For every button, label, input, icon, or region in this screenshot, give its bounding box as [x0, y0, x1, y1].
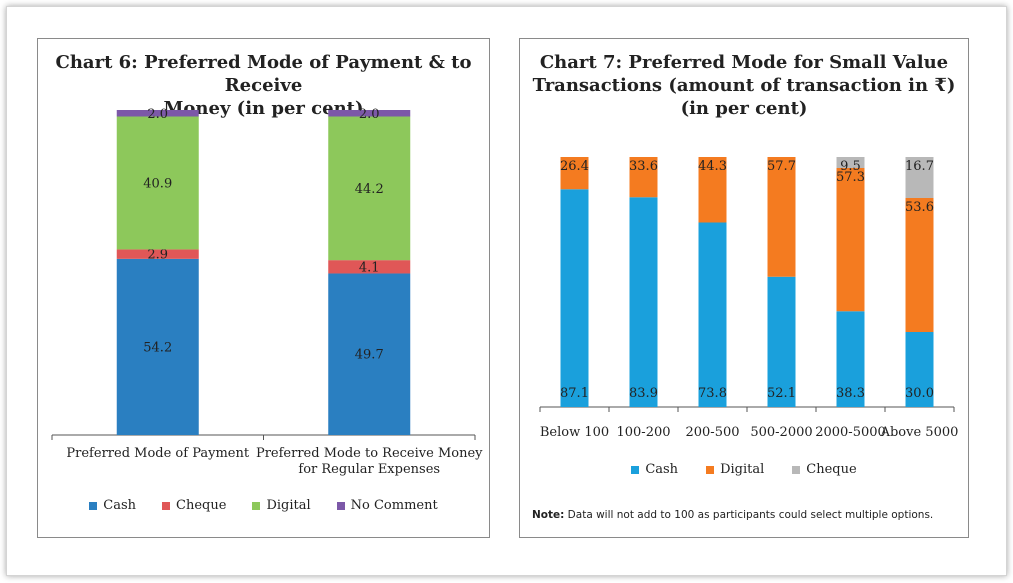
chart7-label-cheque-5: 9.5 — [840, 159, 861, 174]
chart7-label-digital-5: 57.3 — [836, 170, 865, 185]
chart7-bar-digital-3 — [698, 157, 727, 223]
chart6-legend-swatch-cheque — [162, 501, 171, 510]
chart6-bar-no-comment-1 — [116, 110, 199, 117]
chart6-category-label-2: for Regular Expenses — [298, 462, 440, 477]
chart7-label-cash-6: 30.0 — [905, 386, 934, 401]
chart7-legend-text-digital: Digital — [720, 462, 765, 477]
chart7-category-label-1: Below 100 — [540, 425, 609, 440]
chart6-panel: Chart 6: Preferred Mode of Payment & to … — [37, 38, 490, 538]
chart6-legend-text-cash: Cash — [103, 498, 137, 513]
chart6-category-label-2: Preferred Mode to Receive Money — [256, 446, 483, 461]
chart7-label-cheque-6: 16.7 — [905, 159, 934, 174]
chart6-bar-cheque-1 — [116, 249, 199, 259]
chart7-label-cash-5: 38.3 — [836, 386, 865, 401]
chart6-label-cash-1: 54.2 — [143, 340, 172, 355]
chart6-legend-text-cheque: Cheque — [176, 498, 227, 513]
chart7-legend-cheque: Cheque — [792, 462, 857, 477]
chart7-bar-digital-6 — [905, 198, 934, 332]
chart6-legend-cash: Cash — [89, 498, 136, 513]
chart6-legend-digital: Digital — [252, 498, 311, 513]
chart7-legend: Cash Digital Cheque — [520, 462, 968, 477]
chart7-label-digital-2: 33.6 — [629, 159, 658, 174]
chart7-label-digital-3: 44.3 — [698, 159, 727, 174]
chart7-category-label-5: 2000-5000 — [815, 425, 886, 440]
chart7-legend-cash: Cash — [631, 462, 678, 477]
chart6-legend-swatch-cash — [89, 501, 98, 510]
chart6-bar-digital-2 — [328, 116, 411, 261]
chart7-category-label-2: 100-200 — [616, 425, 670, 440]
chart6-legend-no-comment: No Comment — [336, 498, 438, 513]
chart7-category-label-4: 500-2000 — [750, 425, 812, 440]
chart6-title: Chart 6: Preferred Mode of Payment & to … — [38, 51, 489, 120]
chart7-bar-cash-3 — [698, 222, 727, 407]
chart7-bar-digital-2 — [629, 157, 658, 198]
chart7-title-line1: Chart 7: Preferred Mode for Small Value — [539, 52, 949, 73]
chart6-category-label-1: Preferred Mode of Payment — [66, 446, 249, 461]
chart7-legend-swatch-cheque — [792, 465, 801, 474]
chart6-plot: 54.2 2.9 40.9 2.0 Preferred Mode of Payment 4… — [51, 107, 483, 477]
chart7-bar-cash-4 — [767, 276, 796, 407]
chart7-bar-digital-1 — [560, 157, 589, 190]
chart6-legend-cheque: Cheque — [162, 498, 226, 513]
chart7-label-digital-6: 53.6 — [905, 200, 934, 215]
chart7-label-digital-1: 26.4 — [560, 159, 589, 174]
chart7-label-digital-4: 57.7 — [767, 159, 796, 174]
chart7-label-cash-1: 87.1 — [560, 386, 589, 401]
chart7-bar-digital-4 — [767, 157, 796, 277]
chart7-legend-text-cash: Cash — [645, 462, 679, 477]
chart7-label-cash-2: 83.9 — [629, 386, 658, 401]
note-label: Note: — [532, 509, 565, 521]
chart7-category-label-3: 200-500 — [685, 425, 739, 440]
chart7-legend-swatch-cash — [631, 465, 640, 474]
chart7-legend-text-cheque: Cheque — [806, 462, 857, 477]
chart7-bar-cash-5 — [836, 311, 865, 407]
chart7-note: Note: Data will not add to 100 as partic… — [532, 509, 933, 521]
chart7-title: Chart 7: Preferred Mode for Small Value … — [520, 51, 968, 120]
chart6-legend-swatch-no-comment — [336, 501, 345, 510]
chart6-legend-text-no-comment: No Comment — [350, 498, 438, 513]
chart6-legend-swatch-digital — [252, 501, 261, 510]
chart7-label-cash-4: 52.1 — [767, 386, 796, 401]
chart6-bar-cheque-2 — [328, 260, 411, 274]
chart6-bar-digital-1 — [116, 116, 199, 250]
chart6-bar-no-comment-2 — [328, 110, 411, 117]
chart7-bar-cash-2 — [629, 197, 658, 407]
chart6-label-digital-1: 40.9 — [143, 176, 172, 191]
chart6-label-digital-2: 44.2 — [355, 182, 384, 197]
note-text: Data will not add to 100 as participants… — [564, 509, 934, 521]
chart6-legend: Cash Cheque Digital No Comment — [38, 498, 489, 513]
chart7-bar-cheque-6 — [905, 157, 934, 198]
chart7-legend-digital: Digital — [706, 462, 764, 477]
chart6-title-line1: Chart 6: Preferred Mode of Payment & to … — [55, 52, 472, 96]
chart6-label-cash-2: 49.7 — [355, 348, 384, 363]
chart7-title-line3: (in per cent) — [680, 98, 808, 119]
chart6-legend-text-digital: Digital — [266, 498, 311, 513]
chart6-label-no-comment-2: 2.0 — [359, 107, 380, 122]
chart6-label-no-comment-1: 2.0 — [147, 107, 168, 122]
chart7-bar-cash-1 — [560, 189, 589, 407]
chart7-legend-swatch-digital — [706, 465, 715, 474]
chart7-bar-cash-6 — [905, 332, 934, 407]
chart6-title-line2: Money (in per cent) — [163, 98, 364, 119]
chart6-label-cheque-1: 2.9 — [147, 248, 168, 263]
chart7-plot: 87.1 26.4 Below 100 83.9 33.6 100-200 73.8 44.3… — [539, 157, 959, 440]
chart7-title-line2: Transactions (amount of transaction in ₹… — [532, 75, 956, 96]
chart7-bar-cheque-5 — [836, 157, 865, 168]
chart7-category-label-6: Above 5000 — [880, 425, 959, 440]
chart6-label-cheque-2: 4.1 — [359, 260, 380, 275]
chart7-bar-digital-5 — [836, 168, 865, 312]
chart7-label-cash-3: 73.8 — [698, 386, 727, 401]
chart6-bar-cash-1 — [116, 258, 199, 435]
chart7-panel: Chart 7: Preferred Mode for Small Value … — [519, 38, 969, 538]
chart6-bar-cash-2 — [328, 273, 411, 435]
